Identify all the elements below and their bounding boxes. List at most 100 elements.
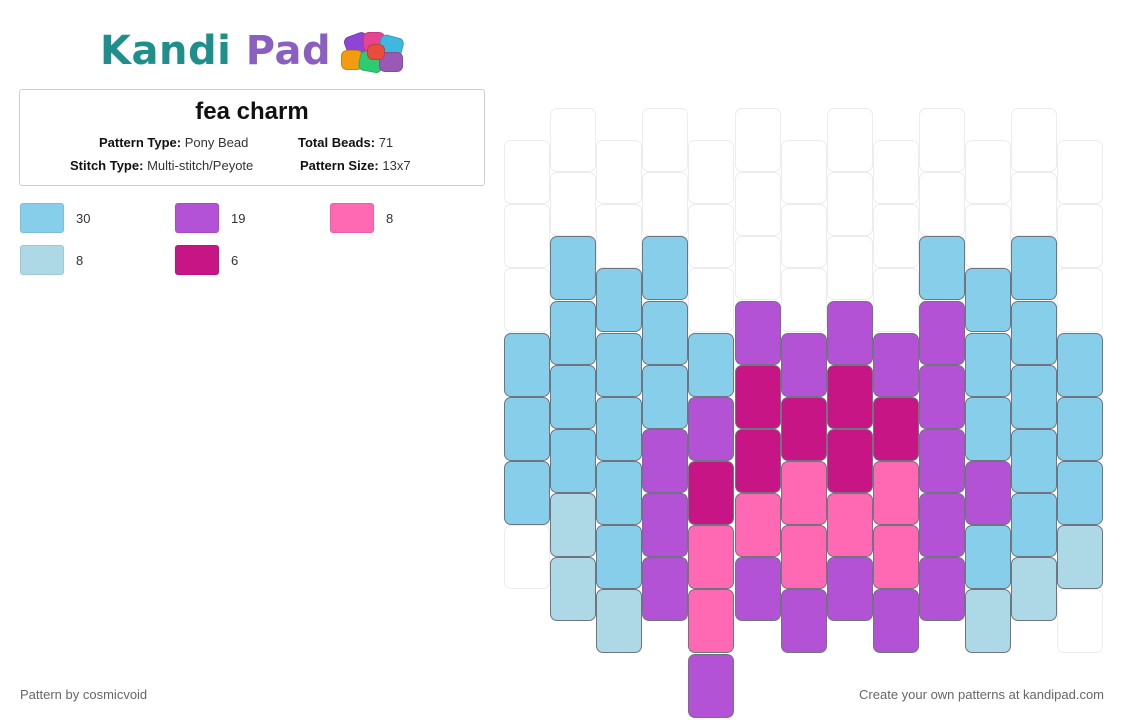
bead: [826, 557, 873, 622]
bead: [550, 557, 597, 622]
color-swatch: [175, 245, 219, 275]
bead: [1057, 461, 1104, 525]
bead: [965, 589, 1011, 654]
bead-empty: [780, 268, 827, 333]
bead-empty: [504, 268, 550, 333]
bead-empty: [1057, 268, 1104, 333]
bead: [918, 364, 965, 429]
bead: [1057, 332, 1104, 397]
bead: [550, 428, 597, 493]
bead: [1011, 236, 1058, 301]
pattern-title: fea charm: [195, 98, 309, 125]
bead-empty: [504, 525, 550, 590]
create-patterns-link[interactable]: Create your own patterns at kandipad.com: [859, 687, 1104, 702]
bead: [596, 396, 643, 461]
bead-empty: [596, 140, 643, 204]
bead: [780, 525, 827, 590]
bead: [918, 557, 965, 622]
bead: [596, 332, 643, 397]
bead: [780, 396, 827, 461]
bead-empty: [550, 172, 597, 237]
bead-empty: [1057, 140, 1104, 204]
bead-empty: [1011, 107, 1058, 172]
bead: [1011, 493, 1058, 558]
pattern-type: Pattern Type: Pony Bead: [99, 135, 248, 150]
bead: [918, 428, 965, 493]
bead: [688, 525, 735, 590]
total-beads-label: Total Beads:: [298, 135, 376, 150]
bead-empty: [965, 140, 1011, 204]
bead: [965, 525, 1011, 590]
bead-empty: [642, 172, 689, 237]
bead: [826, 428, 873, 493]
bead-empty: [780, 204, 827, 269]
pattern-author: Pattern by cosmicvoid: [20, 687, 148, 702]
bead: [918, 493, 965, 558]
logo-word-kandi: Kandi: [100, 28, 232, 74]
bead-count: 30: [76, 210, 91, 226]
total-beads: Total Beads: 71: [298, 135, 393, 150]
bead-empty: [826, 107, 873, 172]
bead-empty: [872, 268, 919, 333]
bead: [780, 461, 827, 525]
bead-empty: [734, 172, 781, 237]
bead-empty: [918, 107, 965, 172]
bead: [1011, 364, 1058, 429]
kandipad-logo[interactable]: Kandi Pad: [100, 26, 417, 76]
bead: [780, 332, 827, 397]
bead: [918, 300, 965, 365]
logo-word-pad: Pad: [245, 28, 332, 74]
bead: [504, 461, 550, 525]
bead: [1011, 428, 1058, 493]
bead: [688, 332, 735, 397]
bead: [642, 364, 689, 429]
bead-count: 8: [386, 210, 394, 226]
bead-empty: [872, 140, 919, 204]
pattern-type-value: Pony Bead: [184, 135, 249, 150]
stitch-type: Stitch Type: Multi-stitch/Peyote: [70, 158, 253, 173]
bead-empty: [965, 204, 1011, 269]
stitch-type-value: Multi-stitch/Peyote: [147, 158, 254, 173]
bead: [1011, 300, 1058, 365]
bead-empty: [596, 204, 643, 269]
color-swatch: [20, 203, 64, 233]
bead: [596, 589, 643, 654]
bead: [965, 332, 1011, 397]
bead-empty: [826, 172, 873, 237]
bead: [504, 332, 550, 397]
color-swatch: [175, 203, 219, 233]
legend-item-magenta: 6: [175, 244, 238, 276]
bead: [642, 236, 689, 301]
bead-empty: [826, 236, 873, 301]
bead: [642, 557, 689, 622]
bead: [596, 525, 643, 590]
bead: [642, 428, 689, 493]
bead: [872, 396, 919, 461]
bead-empty: [918, 172, 965, 237]
bead-empty: [688, 204, 735, 269]
bead-empty: [734, 236, 781, 301]
bead-empty: [688, 268, 735, 333]
bead: [734, 428, 781, 493]
bead: [550, 493, 597, 558]
bead: [504, 396, 550, 461]
pattern-info-card: fea charm Pattern Type: Pony Bead Total …: [19, 89, 485, 186]
logo-wordmark: Kandi Pad: [100, 28, 331, 74]
pattern-type-label: Pattern Type:: [99, 135, 182, 150]
pattern-size-value: 13x7: [382, 158, 411, 173]
bead: [596, 268, 643, 333]
bead: [688, 589, 735, 654]
bead-empty: [504, 140, 550, 204]
bead: [826, 364, 873, 429]
bead: [1057, 525, 1104, 590]
bead: [872, 525, 919, 590]
bead-empty: [872, 204, 919, 269]
stitch-type-label: Stitch Type:: [70, 158, 144, 173]
bead: [1011, 557, 1058, 622]
color-swatch: [330, 203, 374, 233]
bead-empty: [550, 107, 597, 172]
bead: [872, 589, 919, 654]
bead: [826, 493, 873, 558]
bead: [688, 461, 735, 525]
legend-item-pink: 8: [330, 202, 393, 234]
